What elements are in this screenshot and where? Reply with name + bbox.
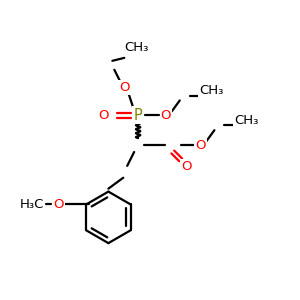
- Text: CH₃: CH₃: [234, 114, 258, 127]
- Text: O: O: [53, 198, 64, 211]
- Text: H₃C: H₃C: [20, 198, 44, 211]
- Text: O: O: [160, 109, 171, 122]
- Text: P: P: [134, 108, 142, 123]
- Text: O: O: [195, 139, 206, 152]
- Text: O: O: [119, 81, 130, 94]
- Text: CH₃: CH₃: [199, 84, 224, 97]
- Text: O: O: [98, 109, 109, 122]
- Text: O: O: [182, 160, 192, 173]
- Text: CH₃: CH₃: [124, 41, 148, 55]
